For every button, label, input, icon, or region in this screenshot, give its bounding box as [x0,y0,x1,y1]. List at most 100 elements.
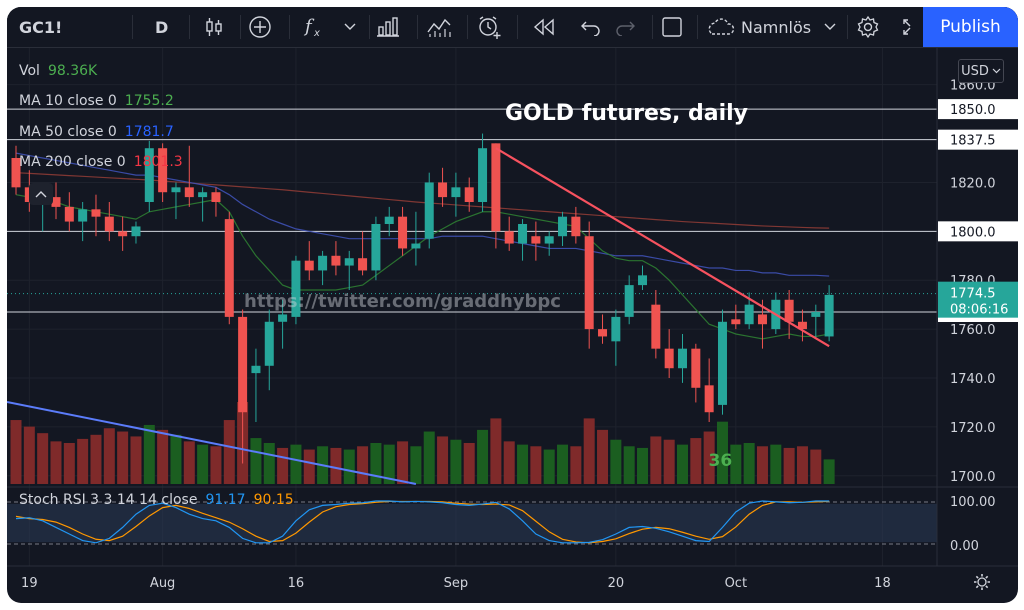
stoch-k-line [15,500,830,544]
currency-selector[interactable]: USD [958,59,1004,83]
level-price-label-box [938,221,1018,242]
candles-icon[interactable] [201,7,227,47]
volume-bar [223,420,235,484]
volume-bar [383,444,395,484]
volume-bar [650,436,662,484]
legend-ma50[interactable]: MA 50 close 0 1781.7 [19,124,174,140]
toolbar-divider [417,15,418,39]
ma50-line [15,152,830,277]
candle-body [598,329,608,337]
cloud-icon[interactable] [704,7,736,47]
time-axis: 19 Aug 16 Sep 20 Oct 18 [7,565,1018,591]
candle-body [731,319,741,325]
legend-stoch-rsi[interactable]: Stoch RSI 3 3 14 14 close 91.17 90.15 [19,492,294,508]
price-tick-label: 1820.0 [950,176,996,191]
volume-bar [690,438,702,484]
volume-bar [477,429,489,484]
volume-bar [90,434,102,484]
price-tick-label: 1720.0 [950,421,996,436]
time-tick-label: 18 [874,576,891,591]
volume-bars [10,402,835,484]
candle-body [451,187,461,198]
add-indicator-icon[interactable] [247,7,273,47]
time-tick-label: Oct [725,576,747,591]
toolbar-divider [467,15,468,39]
volume-bar [823,459,835,484]
stoch-tick-label: 100.00 [950,495,996,510]
symbol-search[interactable]: GC1! [19,17,63,37]
candle-body [144,148,154,202]
settings-icon[interactable] [855,7,881,47]
layout-name[interactable]: Namnlös [741,17,812,37]
volume-bar [570,446,582,484]
price-tick-label: 1740.0 [950,372,996,387]
chevron-down-icon[interactable] [823,7,837,47]
bars-icon[interactable] [375,7,401,47]
redo-icon [613,7,637,47]
candle-body [358,258,368,271]
candle-body [704,385,714,413]
candle-body [171,187,181,193]
toolbar-divider [369,15,370,39]
candle-body [717,321,727,405]
alert-icon[interactable] [475,7,503,47]
stoch-rsi-pane [7,486,1018,545]
candle-body [104,216,114,232]
legend-ma200[interactable]: MA 200 close 0 1801.3 [19,154,183,170]
last-price-label: 1774.5 [950,287,996,302]
volume-bar [197,444,209,484]
legend-vol[interactable]: Vol 98.36K [19,63,97,79]
candle-body [504,231,514,244]
volume-bar [37,433,49,484]
volume-bar [770,444,782,484]
candle-body [224,219,234,317]
axis-settings-icon[interactable] [974,574,990,590]
chevron-down-icon[interactable] [343,7,357,47]
candle-body [184,187,194,198]
legend-value-k: 91.17 [205,492,246,508]
volume-bar [463,443,475,484]
legend-label: MA 10 close 0 [19,93,117,109]
legend-ma10[interactable]: MA 10 close 0 1755.2 [19,93,174,109]
toolbar-divider [132,15,133,39]
volume-bar [117,431,129,484]
volume-bar [730,444,742,484]
candle-body [571,216,581,237]
candle-body [584,236,594,330]
replay-icon[interactable] [531,7,557,47]
volume-bar [103,428,115,484]
annotation-36: 36 [708,451,732,471]
legend-value: 1801.3 [133,154,183,170]
candle-body [544,236,554,244]
candle-body [131,226,141,237]
fullscreen-icon[interactable] [901,7,919,47]
templates-icon[interactable] [425,7,453,47]
stoch-band [7,503,937,543]
volume-bar [583,418,595,484]
ma10-line [15,194,830,340]
candle-body [384,216,394,224]
candle-body [158,148,168,193]
toolbar-divider [189,15,190,39]
legend-value: 98.36K [47,63,98,79]
candle-body [651,304,661,349]
legend-label: MA 200 close 0 [19,154,126,170]
volume-bar [23,426,35,484]
candle-body [264,321,274,366]
volume-bar [10,420,22,484]
price-chart[interactable]: 36 1700.01720.01740.01760.01780.01820.01… [7,48,1018,603]
candle-body [64,206,74,222]
publish-button[interactable]: Publish [923,7,1018,47]
collapse-legend-button[interactable] [29,183,53,205]
legend-label: Vol [19,63,40,79]
rectangle-icon[interactable] [659,7,685,47]
level-price-label: 1800.0 [950,225,996,240]
candle-body [198,192,208,198]
volume-bar [50,441,62,484]
interval-selector[interactable]: D [155,17,169,37]
volume-bar [277,447,289,484]
level-price-label-box [938,129,1018,150]
undo-icon[interactable] [579,7,603,47]
